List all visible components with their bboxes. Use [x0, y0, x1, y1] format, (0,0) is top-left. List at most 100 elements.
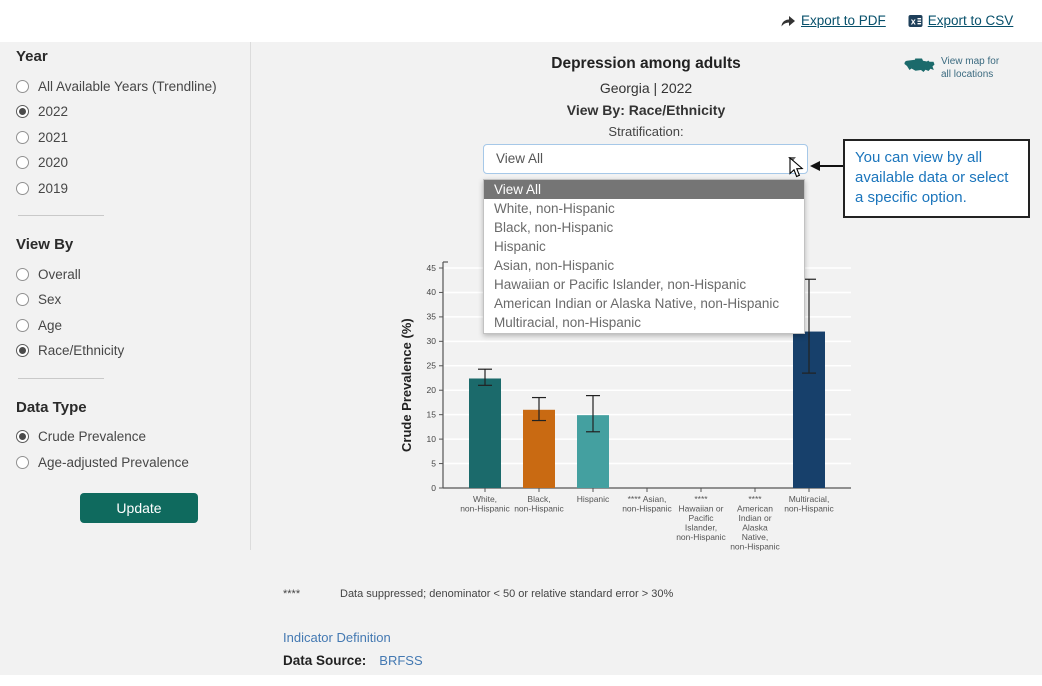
indicator-definition-link[interactable]: Indicator Definition — [283, 630, 391, 645]
x-category-label-hawaiian-or-pacific-islander-non-hispanic: **** Hawaiian or Pacific Islander, non-Hispa… — [676, 494, 726, 542]
y-axis-label: Crude Prevalence (%) — [399, 318, 414, 452]
radio-option-label: Race/Ethnicity — [38, 343, 125, 358]
y-tick-label: 25 — [427, 361, 437, 371]
radio-option-age[interactable]: Age — [16, 316, 242, 334]
radio-option-all-available-years-trendline[interactable]: All Available Years (Trendline) — [16, 77, 242, 95]
stratification-select-value: View All — [496, 151, 544, 166]
data-type-radio-group: Crude Prevalence Age-adjusted Prevalence — [16, 428, 242, 472]
radio-option-label: 2019 — [38, 180, 69, 196]
stratification-dropdown-list: View All White, non-Hispanic Black, non-Hi… — [483, 179, 805, 334]
view-by-radio-group: Overall Sex Age Race/Ethnicity — [16, 265, 242, 360]
year-radio-group: All Available Years (Trendline) 2022 2021 2… — [16, 77, 242, 197]
export-to-pdf-link[interactable]: Export to PDF — [780, 13, 886, 28]
dropdown-option-hispanic[interactable]: Hispanic — [494, 239, 546, 254]
mouse-cursor-icon — [789, 157, 804, 178]
data-type-heading: Data Type — [16, 398, 87, 416]
y-tick-label: 0 — [431, 483, 436, 493]
dropdown-option-hawaiian-or-pacific-islander-non-hispanic[interactable]: Hawaiian or Pacific Islander, non-Hispan… — [494, 277, 747, 292]
dropdown-option-american-indian-or-alaska-native-non-hispanic[interactable]: American Indian or Alaska Native, non-Hi… — [494, 296, 780, 311]
export-to-pdf-label: Export to PDF — [801, 13, 886, 28]
year-heading: Year — [16, 48, 48, 65]
radio-unselected-icon[interactable] — [16, 293, 29, 306]
error-bar-hispanic — [586, 395, 600, 433]
sidebar-divider-line — [18, 215, 104, 216]
radio-option-label: Overall — [38, 266, 81, 282]
callout-arrow-icon — [810, 161, 820, 171]
data-source-label: Data Source: — [283, 653, 367, 668]
view-map-label: View map for all locations — [941, 56, 1000, 80]
x-category-label-multiracial-non-hispanic: Multiracial, non-Hispanic — [784, 494, 834, 514]
chart-view-by: View By: Race/Ethnicity — [566, 102, 726, 118]
export-to-csv-link[interactable]: x Export to CSV — [908, 13, 1014, 28]
radio-option-crude-prevalence[interactable]: Crude Prevalence — [16, 428, 242, 446]
dropdown-option-white-non-hispanic[interactable]: White, non-Hispanic — [494, 201, 615, 216]
radio-unselected-icon[interactable] — [16, 181, 29, 195]
x-category-label-hispanic: Hispanic — [577, 494, 610, 504]
error-bar-white-non-hispanic — [478, 368, 492, 386]
stratification-label: Stratification: — [608, 124, 684, 139]
annotation-callout: You can view by all available data or se… — [843, 139, 1030, 219]
suppression-footnote: **** Data suppressed; denominator < 50 o… — [283, 588, 673, 600]
radio-option-2022[interactable]: 2022 — [16, 103, 242, 121]
radio-unselected-icon[interactable] — [16, 156, 29, 169]
data-source-link[interactable]: BRFSS — [379, 653, 423, 668]
update-button[interactable]: Update — [80, 493, 198, 523]
callout-arrow-line — [820, 165, 844, 167]
radio-option-label: 2020 — [38, 155, 69, 170]
export-bar: Export to PDF x Export to CSV — [780, 13, 1013, 28]
radio-option-2021[interactable]: 2021 — [16, 128, 242, 146]
bar-black-non-hispanic[interactable] — [523, 409, 555, 488]
chart-location-year: Georgia | 2022 — [599, 80, 693, 96]
y-tick-label: 20 — [427, 385, 437, 395]
x-category-label-black-non-hispanic: Black, non-Hispanic — [514, 494, 564, 514]
view-by-heading: View By — [16, 236, 74, 253]
x-category-label-white-non-hispanic: White, non-Hispanic — [460, 494, 510, 514]
radio-option-2020[interactable]: 2020 — [16, 154, 242, 172]
y-tick-label: 10 — [427, 434, 437, 444]
radio-unselected-icon[interactable] — [16, 130, 29, 144]
y-tick-label: 30 — [427, 336, 437, 346]
stratification-select[interactable]: View All — [483, 144, 808, 174]
chart-title: Depression among adults — [551, 55, 741, 72]
dropdown-option-view-all[interactable]: View All — [484, 180, 804, 199]
radio-option-2019[interactable]: 2019 — [16, 179, 242, 197]
share-arrow-icon — [781, 15, 795, 26]
export-to-csv-label: Export to CSV — [927, 13, 1014, 28]
svg-text:x: x — [910, 16, 915, 26]
radio-option-sex[interactable]: Sex — [16, 291, 242, 309]
y-tick-label: 15 — [427, 409, 437, 419]
radio-option-label: All Available Years (Trendline) — [38, 78, 217, 94]
radio-unselected-icon[interactable] — [16, 79, 29, 93]
radio-option-label: Age-adjusted Prevalence — [38, 454, 189, 470]
radio-option-age-adjusted-prevalence[interactable]: Age-adjusted Prevalence — [16, 453, 242, 471]
dropdown-option-black-non-hispanic[interactable]: Black, non-Hispanic — [494, 220, 614, 235]
radio-selected-icon[interactable] — [16, 430, 29, 443]
chart-header: Depression among adults Georgia | 2022 V… — [420, 55, 872, 139]
us-map-icon — [904, 58, 935, 72]
dropdown-option-asian-non-hispanic[interactable]: Asian, non-Hispanic — [494, 258, 615, 273]
radio-option-label: 2021 — [38, 129, 69, 145]
x-category-label-american-indian-or-alaska-native-non-hispanic: **** American Indian or Alaska Native, non-Hi… — [730, 494, 780, 552]
sidebar-divider — [250, 42, 251, 550]
footnote-text: Data suppressed; denominator < 50 or rel… — [340, 588, 674, 600]
error-bar-black-non-hispanic — [532, 396, 546, 422]
spreadsheet-icon: x — [908, 14, 923, 27]
footnote-symbol: **** — [283, 588, 301, 600]
sidebar-divider-line — [18, 377, 104, 379]
y-tick-label: 45 — [427, 263, 437, 273]
data-source-row: Data Source: BRFSS — [283, 653, 423, 668]
dropdown-option-multiracial-non-hispanic[interactable]: Multiracial, non-Hispanic — [494, 315, 642, 330]
view-map-link[interactable]: View map for all locations — [903, 56, 999, 81]
annotation-text: You can view by all available data or se… — [855, 149, 1009, 206]
radio-selected-icon[interactable] — [16, 105, 29, 118]
radio-option-label: Crude Prevalence — [38, 429, 147, 444]
radio-option-race-ethnicity[interactable]: Race/Ethnicity — [16, 342, 242, 360]
radio-unselected-icon[interactable] — [16, 455, 29, 469]
y-tick-label: 35 — [427, 312, 437, 322]
bar-white-non-hispanic[interactable] — [469, 378, 501, 488]
radio-unselected-icon[interactable] — [16, 318, 29, 332]
radio-unselected-icon[interactable] — [16, 267, 29, 281]
radio-selected-icon[interactable] — [16, 344, 29, 357]
radio-option-label: Age — [38, 317, 63, 333]
radio-option-overall[interactable]: Overall — [16, 265, 242, 283]
